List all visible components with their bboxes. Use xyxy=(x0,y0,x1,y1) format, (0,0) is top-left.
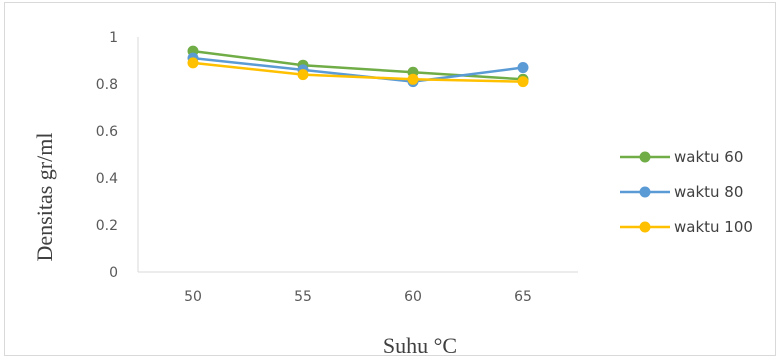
legend-item: waktu 60 xyxy=(620,148,743,166)
chart-frame xyxy=(4,2,776,356)
y-tick-labels: 0 0.2 0.4 0.6 0.8 1 xyxy=(96,30,118,281)
series-1 xyxy=(187,45,529,85)
series-layer xyxy=(187,45,529,88)
legend-marker xyxy=(639,186,651,198)
y-tick-label: 0.2 xyxy=(96,218,118,234)
data-point xyxy=(187,57,199,69)
legend-item: waktu 100 xyxy=(620,218,753,236)
data-point xyxy=(517,62,529,74)
y-tick-label: 0.4 xyxy=(96,171,118,187)
x-axis-title: Suhu °C xyxy=(383,333,457,358)
legend: waktu 60 waktu 80 waktu 100 xyxy=(620,148,753,236)
legend-marker xyxy=(639,151,651,163)
legend-item: waktu 80 xyxy=(620,183,743,201)
x-tick-labels: 50 55 60 65 xyxy=(184,289,532,305)
data-point xyxy=(407,73,419,85)
y-axis-title: Densitas gr/ml xyxy=(32,133,57,262)
y-tick-label: 0.8 xyxy=(96,77,118,93)
y-tick-label: 0.6 xyxy=(96,124,118,140)
legend-label: waktu 80 xyxy=(674,183,743,201)
x-tick-label: 55 xyxy=(294,289,312,305)
legend-label: waktu 100 xyxy=(674,218,753,236)
y-tick-label: 0 xyxy=(109,265,118,281)
legend-marker xyxy=(639,221,651,233)
series-line xyxy=(191,61,525,83)
legend-label: waktu 60 xyxy=(674,148,743,166)
x-tick-label: 50 xyxy=(184,289,202,305)
x-tick-label: 65 xyxy=(514,289,532,305)
x-tick-label: 60 xyxy=(404,289,422,305)
data-point xyxy=(297,69,309,81)
series-3 xyxy=(187,57,529,88)
y-tick-label: 1 xyxy=(109,30,118,46)
data-point xyxy=(517,76,529,88)
